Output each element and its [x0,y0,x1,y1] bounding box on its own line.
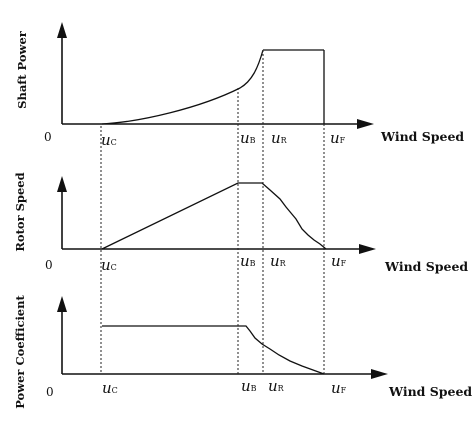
panel-shaft-power: Shaft Power 0 Wind Speed uC uB uR uF [15,22,464,149]
origin-zero-label: 0 [44,130,52,144]
marker-cut-in: uC [101,256,117,274]
x-axis-label-wind-speed: Wind Speed [388,384,472,399]
x-axis-arrowhead [371,369,388,379]
origin-zero-label: 0 [45,258,53,272]
marker-rated: uR [268,377,285,395]
dashed-guide-lines [100,50,325,374]
speed-markers: uC uB uR uF [101,252,347,274]
marker-base: uB [240,129,256,147]
x-axis-arrowhead [357,119,374,129]
y-axis-label-shaft-power: Shaft Power [15,30,29,109]
panel-power-coefficient: Power Coefficient 0 Wind Speed uC uB uR … [13,295,472,409]
x-axis-label-wind-speed: Wind Speed [384,259,468,274]
speed-markers: uC uB uR uF [101,129,346,149]
marker-rated: uR [270,252,287,270]
y-axis-label-power-coefficient: Power Coefficient [13,295,27,409]
marker-rated: uR [271,129,288,147]
speed-markers: uC uB uR uF [102,377,347,397]
power-coefficient-curve [102,325,325,375]
shaft-power-cubic-curve [101,49,264,125]
marker-base: uB [240,252,256,270]
rotor-speed-curve [101,182,327,250]
panel-rotor-speed: Rotor Speed 0 Wind Speed uC uB uR uF [13,172,468,274]
marker-furling: uF [330,129,346,147]
marker-base: uB [241,377,257,395]
marker-furling: uF [331,379,347,397]
marker-cut-in: uC [102,379,118,397]
origin-zero-label: 0 [46,385,54,399]
y-axis-arrowhead [57,22,67,38]
y-axis-label-rotor-speed: Rotor Speed [13,172,27,251]
marker-cut-in: uC [101,131,117,149]
x-axis-arrowhead [359,244,376,254]
marker-furling: uF [331,252,347,270]
x-axis-label-wind-speed: Wind Speed [380,129,464,144]
y-axis-arrowhead [57,176,67,192]
y-axis-arrowhead [57,296,67,312]
